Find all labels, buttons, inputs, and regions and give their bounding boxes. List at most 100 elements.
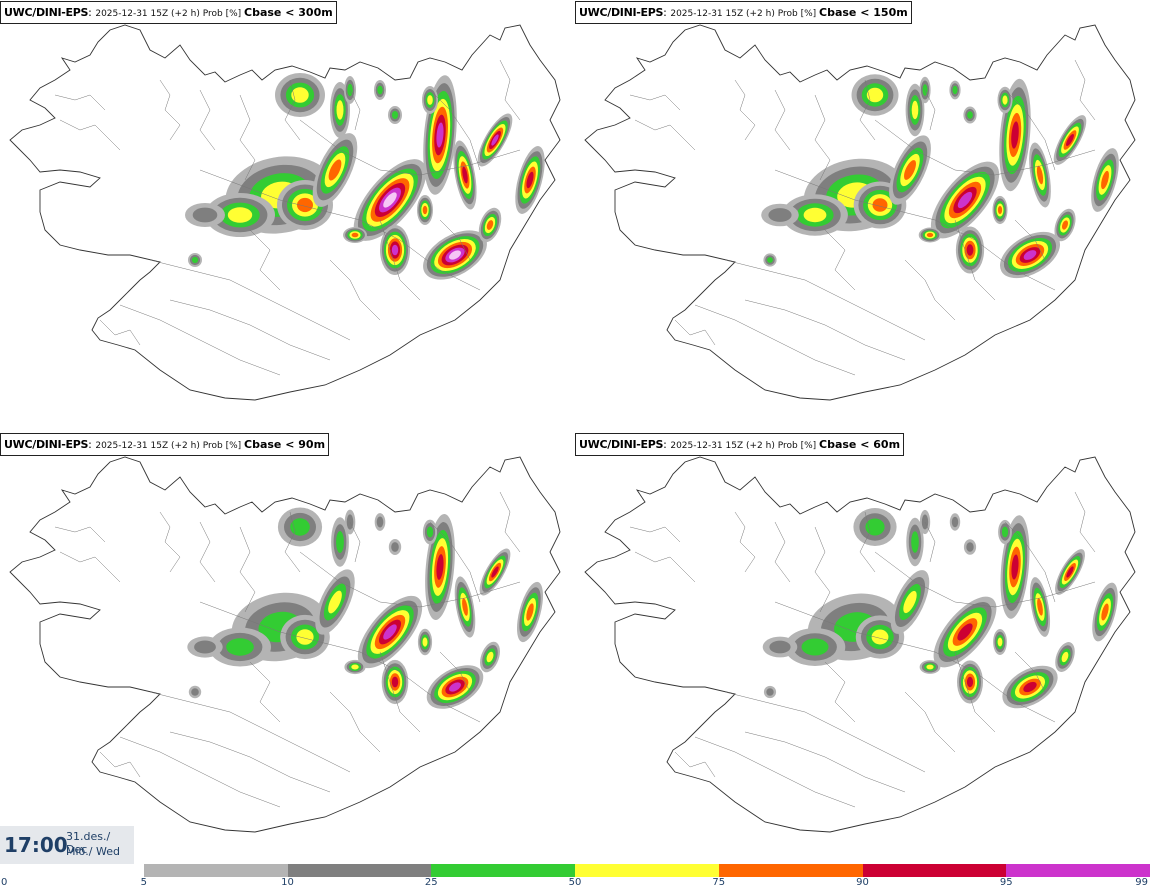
terrain-contour bbox=[199, 169, 481, 291]
probability-contour bbox=[427, 95, 433, 105]
terrain-contour bbox=[149, 259, 351, 341]
probability-field bbox=[762, 508, 1118, 709]
terrain-contour bbox=[379, 219, 421, 301]
probability-contour bbox=[926, 232, 934, 238]
probability-contour bbox=[865, 518, 885, 536]
probability-contour bbox=[911, 531, 919, 553]
terrain-contour bbox=[954, 651, 996, 733]
iceland-map bbox=[584, 24, 1136, 401]
probability-contour bbox=[966, 676, 974, 688]
terrain-contour bbox=[439, 219, 471, 261]
probability-contour bbox=[769, 640, 791, 654]
terrain-contour bbox=[329, 259, 381, 321]
probability-contour bbox=[391, 244, 399, 256]
terrain-contour bbox=[379, 651, 421, 733]
probability-contour bbox=[391, 542, 399, 552]
terrain-contour bbox=[629, 94, 681, 111]
probability-contour bbox=[801, 638, 829, 656]
terrain-contour bbox=[774, 89, 791, 151]
colorbar-band bbox=[287, 864, 432, 877]
probability-contour bbox=[290, 518, 310, 536]
terrain-contour bbox=[299, 551, 521, 608]
probability-contour bbox=[194, 640, 216, 654]
terrain-contour bbox=[1004, 521, 1056, 603]
valid-date: 31.des./ Dec bbox=[66, 830, 111, 856]
terrain-contour bbox=[169, 299, 331, 361]
terrain-contour bbox=[429, 521, 481, 603]
probability-contour bbox=[351, 664, 359, 670]
probability-contour bbox=[1023, 681, 1037, 693]
probability-contour bbox=[803, 207, 827, 223]
probability-contour bbox=[449, 682, 461, 692]
terrain-contour bbox=[149, 691, 351, 773]
terrain-contour bbox=[904, 259, 956, 321]
probability-contour bbox=[904, 160, 916, 180]
probability-contour bbox=[957, 191, 973, 209]
probability-contour bbox=[926, 664, 934, 670]
terrain-contour bbox=[774, 521, 791, 583]
map-panel: UWC/DINI-EPS: 2025-12-31 15Z (+2 h) Prob… bbox=[575, 432, 1150, 862]
probability-contour bbox=[486, 651, 494, 663]
terrain-contour bbox=[239, 94, 256, 181]
probability-contour bbox=[1061, 651, 1069, 663]
terrain-contour bbox=[54, 526, 106, 543]
colorbar-tick-label: 99 bbox=[1135, 877, 1148, 888]
variable-name: Cbase < 60m bbox=[819, 438, 901, 451]
terrain-contour bbox=[674, 319, 716, 346]
probability-contour bbox=[966, 244, 974, 256]
terrain-contour bbox=[734, 511, 756, 573]
terrain-contour bbox=[199, 601, 481, 723]
colorbar-band bbox=[718, 864, 863, 877]
probability-contour bbox=[291, 87, 309, 103]
terrain-contour bbox=[924, 89, 936, 131]
colorbar-tick-label: 25 bbox=[424, 877, 438, 888]
model-name: UWC/DINI-EPS bbox=[4, 6, 89, 19]
terrain-contour bbox=[54, 94, 106, 111]
variable-name: Cbase < 90m bbox=[244, 438, 326, 451]
probability-contour bbox=[966, 542, 974, 552]
probability-contour bbox=[526, 603, 534, 621]
terrain-contour bbox=[1014, 219, 1046, 261]
terrain-contour bbox=[284, 511, 301, 573]
probability-contour bbox=[328, 590, 342, 614]
valid-hour: 17:00 bbox=[4, 833, 68, 857]
probability-contour bbox=[336, 100, 344, 120]
probability-contour bbox=[191, 688, 199, 696]
terrain-contour bbox=[734, 79, 756, 141]
probability-contour bbox=[436, 554, 444, 580]
terrain-contour bbox=[774, 601, 1056, 723]
terrain-contour bbox=[59, 119, 121, 151]
colorbar-tick-label: 90 bbox=[856, 877, 869, 888]
probability-contour bbox=[1001, 526, 1009, 538]
terrain-contour bbox=[439, 651, 471, 693]
probability-contour bbox=[351, 232, 359, 238]
terrain-contour bbox=[119, 304, 281, 376]
panel-title: UWC/DINI-EPS: 2025-12-31 15Z (+2 h) Prob… bbox=[0, 1, 337, 24]
probability-contour bbox=[491, 134, 499, 146]
probability-contour bbox=[1002, 95, 1008, 105]
colorbar-band bbox=[431, 864, 575, 877]
colorbar-tick-label: 75 bbox=[712, 877, 726, 888]
terrain-contour bbox=[634, 551, 696, 583]
probability-contour bbox=[768, 208, 792, 222]
probability-contour bbox=[1101, 603, 1109, 621]
terrain-contour bbox=[299, 119, 521, 176]
terrain-contour bbox=[99, 319, 141, 346]
probability-contour bbox=[377, 85, 383, 95]
terrain-contour bbox=[499, 491, 521, 553]
terrain-contour bbox=[349, 521, 361, 563]
terrain-contour bbox=[429, 89, 481, 171]
terrain-contour bbox=[824, 661, 856, 723]
model-name: UWC/DINI-EPS bbox=[4, 438, 89, 451]
probability-contour bbox=[1023, 250, 1037, 260]
title-separator: : bbox=[663, 6, 671, 19]
terrain-contour bbox=[904, 691, 956, 753]
probability-contour bbox=[903, 590, 917, 614]
run-meta: 2025-12-31 15Z (+2 h) Prob [%] bbox=[670, 9, 820, 19]
probability-contour bbox=[436, 122, 444, 148]
probability-field bbox=[185, 73, 545, 280]
probability-colorbar: 0 5 10 25 50 75 90 95 99 bbox=[0, 862, 1150, 891]
probability-contour bbox=[422, 637, 428, 647]
terrain-contour bbox=[744, 299, 906, 361]
probability-contour bbox=[1101, 170, 1109, 190]
